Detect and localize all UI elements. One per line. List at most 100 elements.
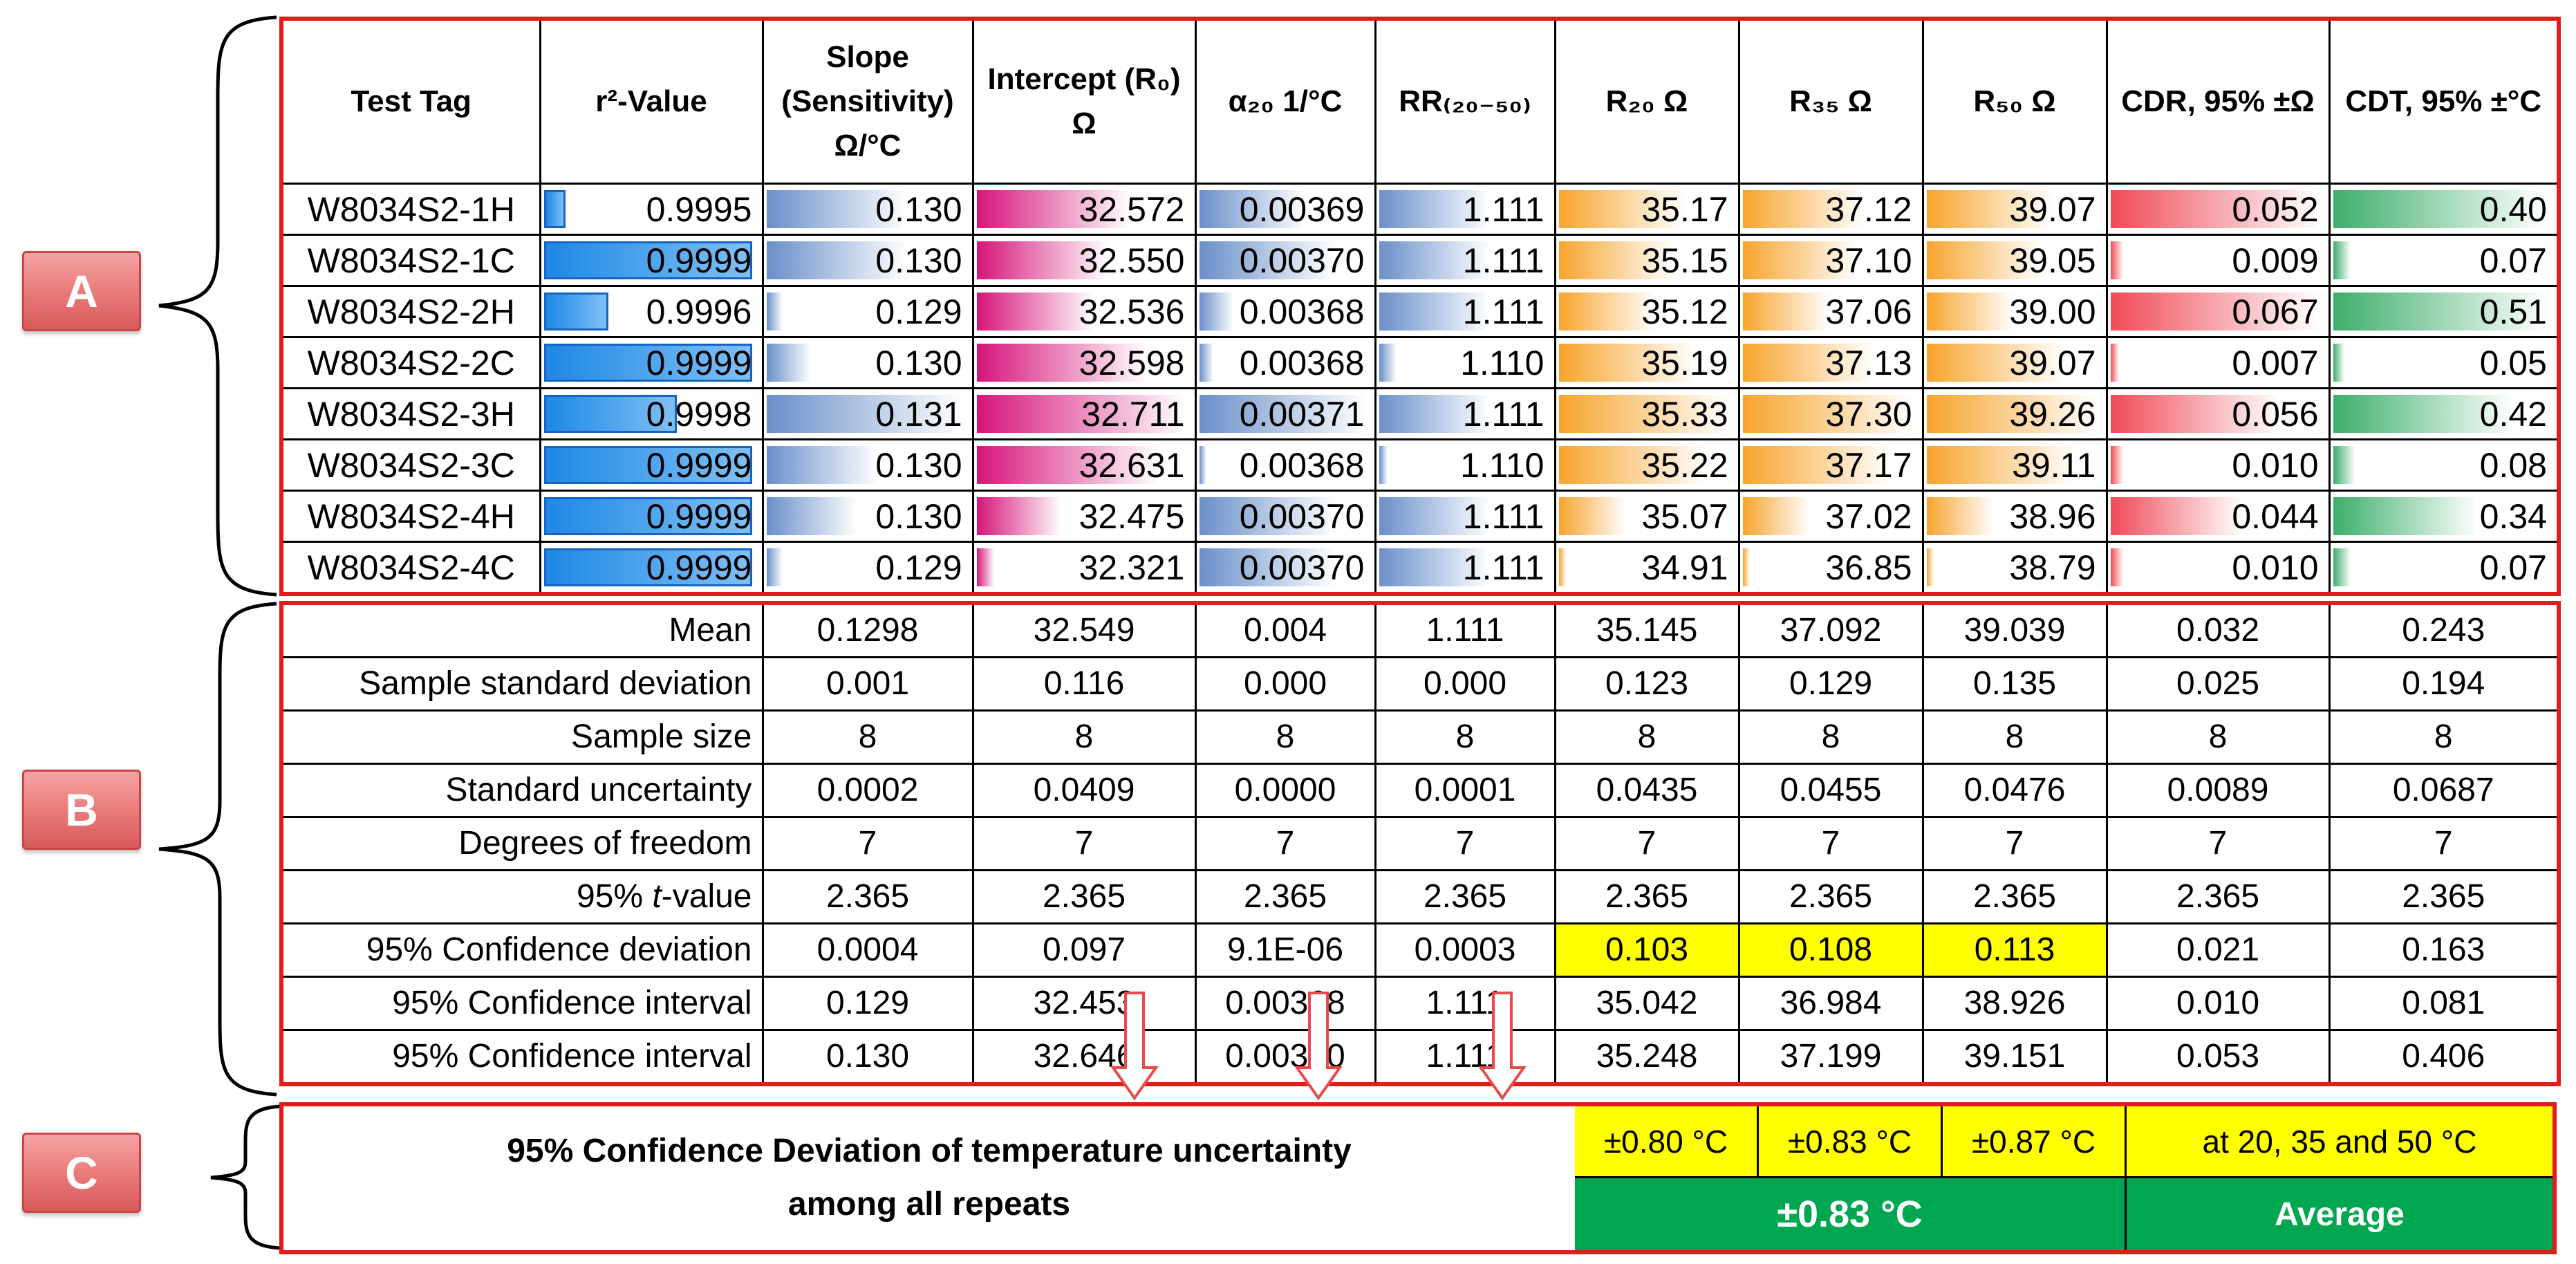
test-tag-cell: W8034S2-3H [280,387,541,440]
alpha-cell: 0.00370 [1194,490,1376,543]
data-bar [766,548,783,586]
intercept-cell: 32.536 [971,285,1197,338]
cdr-value: 0.052 [2232,189,2319,229]
stats-row: Mean 0.1298 32.549 0.004 1.111 35.145 37.092 39… [280,602,2560,658]
header-test-tag: Test Tag [280,17,541,185]
r2-value: 0.9999 [646,343,752,382]
stats-row-label: 95% Confidence deviation [280,922,764,978]
alpha-cell: 0.00369 [1194,183,1376,236]
slope-value: 0.131 [875,394,962,434]
stats-cell: 2.365 [1374,869,1556,924]
slope-cell: 0.130 [761,183,974,236]
cdr-cell: 0.010 [2105,541,2331,595]
intercept-value: 32.631 [1079,445,1185,485]
data-bar [1558,395,1730,433]
temperatures-note: at 20, 35 and 50 °C [2127,1106,2552,1178]
data-bar [2333,190,2544,228]
r35-value: 37.13 [1825,343,1912,382]
stats-row-label: Mean [280,602,764,658]
data-bar [1926,497,1993,535]
r20-cell: 35.07 [1553,490,1740,543]
data-bar [2333,241,2351,279]
data-bar [1926,190,2052,228]
data-bar [766,241,907,279]
r20-cell: 35.12 [1553,285,1740,338]
stats-row: 95% t-value 2.365 2.365 2.365 2.365 2.365 2.36… [280,869,2560,924]
data-bar [2110,241,2123,279]
stats-row-label: Standard uncertainty [280,763,764,818]
data-bar [1742,497,1809,535]
data-bar [1558,292,1655,331]
slope-value: 0.129 [875,292,962,331]
cdr-cell: 0.044 [2105,490,2331,543]
table-row: W8034S2-2C 0.9999 0.130 32.598 0.00368 1.110 3… [280,336,2560,389]
stats-cell: 0.0687 [2328,763,2560,818]
intercept-cell: 32.550 [971,234,1197,287]
rr-cell: 1.111 [1374,541,1556,595]
stats-cell: 0.097 [971,922,1197,978]
slope-value: 0.130 [875,241,962,280]
stats-cell: 0.113 [1921,922,2108,978]
stats-cell: 0.025 [2105,656,2331,712]
r50-cell: 39.11 [1921,438,2108,492]
table-row: W8034S2-3H 0.9998 0.131 32.711 0.00371 1.111 3… [280,387,2560,440]
data-bar [1199,548,1336,586]
stats-cell: 0.053 [2105,1029,2331,1086]
stats-cell: 0.123 [1553,656,1740,712]
stats-row: 95% Confidence interval 0.130 32.646 0.0037… [280,1029,2560,1086]
data-bar [1379,497,1490,535]
stats-cell: 35.248 [1553,1029,1740,1086]
r50-value: 39.00 [2009,292,2096,331]
stats-cell: 0.0000 [1194,763,1376,818]
r35-cell: 36.85 [1737,541,1924,595]
table-row: W8034S2-1H 0.9995 0.130 32.572 0.00369 1.111 3… [280,183,2560,236]
data-bar [543,241,752,279]
data-bar [1379,190,1490,228]
stats-cell: 0.103 [1553,922,1740,978]
intercept-cell: 32.475 [971,490,1197,543]
cdt-value: 0.34 [2479,496,2547,536]
stats-cell: 2.365 [761,869,974,924]
brace-b-icon [158,602,277,1097]
stats-cell: 39.151 [1921,1029,2108,1086]
cdt-cell: 0.07 [2328,541,2560,595]
stats-row: 95% Confidence interval 0.129 32.453 0.0036… [280,976,2560,1031]
stats-row: Degrees of freedom 7 7 7 7 7 7 7 7 7 [280,816,2560,871]
cdt-cell: 0.51 [2328,285,2560,338]
cdt-value: 0.51 [2479,292,2547,331]
data-bar [1742,241,1858,279]
stats-cell: 0.1298 [761,602,974,658]
data-bar [1199,395,1366,433]
stats-cell: 7 [971,816,1197,871]
alpha-cell: 0.00370 [1194,541,1376,595]
r50-value: 39.11 [2012,445,2096,485]
r2-cell: 0.9999 [539,234,764,287]
r20-cell: 35.19 [1553,336,1740,389]
cdr-value: 0.056 [2232,394,2319,434]
r50-cell: 39.07 [1921,336,2108,389]
r50-value: 38.96 [2009,496,2096,536]
header-r20: R₂₀ Ω [1553,17,1740,185]
data-bar [1379,292,1490,331]
stats-cell: 0.243 [2328,602,2560,658]
test-tag-cell: W8034S2-3C [280,438,541,492]
rr-value: 1.111 [1462,241,1544,280]
header-alpha: α₂₀ 1/°C [1194,17,1376,185]
test-tag-cell: W8034S2-2C [280,336,541,389]
cdt-cell: 0.08 [2328,438,2560,492]
stats-row: Sample size 8 8 8 8 8 8 8 8 8 [280,709,2560,765]
r2-value: 0.9998 [646,394,752,434]
r20-value: 35.19 [1641,343,1728,382]
data-bar [2333,292,2549,331]
r20-value: 35.12 [1641,292,1728,331]
stats-cell: 39.039 [1921,602,2108,658]
stats-cell: 7 [1194,816,1376,871]
r35-value: 37.30 [1825,394,1912,434]
cdr-cell: 0.067 [2105,285,2331,338]
stats-cell: 0.130 [761,1029,974,1086]
uncertainty-r35: ±0.83 °C [1759,1106,1943,1178]
data-bar [1199,344,1213,382]
data-bar [976,344,1147,382]
r2-value: 0.9999 [646,548,752,587]
stats-row-label: Sample standard deviation [280,656,764,712]
